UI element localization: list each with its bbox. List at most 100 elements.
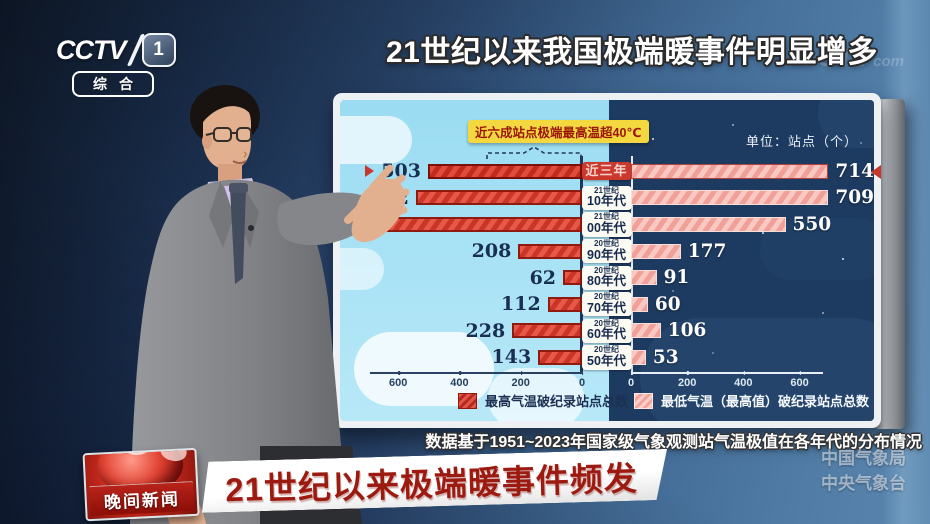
left-bar — [547, 296, 582, 312]
left-bar-value: 62 — [529, 266, 557, 289]
left-bar — [379, 216, 582, 232]
period-badge-cell: 20世纪 80年代 — [581, 265, 632, 290]
legend-right-label: 最低气温（最高值）破纪录站点总数 — [661, 394, 870, 409]
period-badge-cell: 20世纪 50年代 — [581, 345, 632, 370]
night-cloud-shape — [640, 318, 874, 421]
period-badge: 20世纪 70年代 — [581, 292, 632, 317]
period-century: 21世纪 — [594, 185, 619, 195]
right-plot-cell: 60 — [631, 294, 874, 315]
right-bar-value: 550 — [792, 213, 832, 235]
cloud-shape — [340, 116, 412, 164]
axis-tick-label: 600 — [790, 371, 809, 389]
left-plot-cell: 143 — [340, 346, 582, 368]
period-badge-cell: 20世纪 60年代 — [581, 318, 632, 343]
channel-number-badge: 1 — [141, 33, 176, 67]
legend-left-swatch — [458, 392, 477, 409]
dashed-bracket — [486, 146, 582, 159]
chart-row: 21世纪 00年代 550 — [340, 211, 874, 238]
left-axis-baseline — [370, 372, 582, 374]
legend-left: 最高气温破纪录站点总数 — [458, 391, 628, 410]
highlight-arrow-left-icon — [871, 165, 881, 179]
period-century: 20世纪 — [594, 318, 619, 328]
right-bar — [631, 243, 681, 259]
period-badge-cell: 近三年 — [581, 162, 632, 181]
left-bar — [563, 270, 582, 286]
axis-tick-label: 600 — [389, 371, 408, 389]
unit-label: 单位：站点（个） — [745, 134, 858, 149]
left-bar — [512, 323, 582, 339]
globe-land-shape — [158, 447, 189, 465]
right-bar — [631, 216, 786, 232]
right-bar-value: 177 — [687, 240, 727, 262]
channel-logo: CCTV 1 综合 — [56, 33, 176, 97]
chart-row: 112 20世纪 70年代 60 — [340, 291, 874, 318]
period-century: 20世纪 — [594, 345, 619, 355]
left-axis: 600 400 200 0 — [340, 371, 586, 391]
page-title: 21世纪以来我国极端暖事件明显增多 — [386, 36, 878, 69]
chart-row: 503 近三年 714 — [340, 158, 874, 185]
right-bar — [631, 270, 657, 286]
period-century: 20世纪 — [594, 265, 619, 275]
left-bar-value: 143 — [491, 346, 532, 369]
chart-row: 208 20世纪 90年代 177 — [340, 238, 874, 265]
right-bar-value: 106 — [667, 320, 707, 342]
legend-right: 最低气温（最高值）破纪录站点总数 — [634, 391, 869, 410]
period-badge-cell: 21世纪 10年代 — [581, 185, 632, 210]
right-plot-cell: 714 — [631, 161, 874, 182]
chart-row: 228 20世纪 60年代 106 — [340, 318, 874, 345]
period-century: 20世纪 — [594, 239, 619, 249]
axis-tick-label: 400 — [450, 371, 469, 389]
headline-strip: 21世纪以来极端暖事件频发 — [200, 449, 668, 513]
left-bar-value: 208 — [471, 240, 512, 263]
period-badge-cell: 21世纪 00年代 — [581, 212, 632, 237]
left-plot-cell: 112 — [340, 293, 582, 315]
chart-board: 近六成站点极端最高温超40℃ 单位：站点（个） 503 近三年 714 — [333, 93, 907, 430]
program-name: 晚间新闻 — [89, 481, 195, 517]
right-bar-value: 714 — [835, 160, 874, 182]
period-badge-cell: 20世纪 90年代 — [581, 239, 632, 264]
banner-headline: 21世纪以来极端暖事件频发 — [224, 459, 639, 508]
callout-badge: 近六成站点极端最高温超40℃ — [468, 120, 649, 143]
period-badge-cell: 20世纪 70年代 — [581, 292, 632, 317]
axis-tick-label: 0 — [578, 371, 586, 389]
right-plot-cell: 177 — [631, 241, 874, 262]
channel-logo-text: CCTV — [56, 34, 126, 65]
left-bar — [427, 163, 582, 179]
right-bar — [631, 163, 829, 179]
agency-line1: 中国气象局 — [821, 449, 906, 468]
left-zero-axis-line — [580, 156, 583, 374]
news-banner: 晚间新闻 21世纪以来极端暖事件频发 — [82, 436, 668, 522]
right-zero-axis-line — [631, 156, 633, 374]
right-axis-baseline — [631, 372, 823, 374]
board-face: 近六成站点极端最高温超40℃ 单位：站点（个） 503 近三年 714 — [333, 93, 881, 428]
channel-subtitle: 综合 — [72, 71, 154, 97]
period-century: 20世纪 — [594, 292, 619, 302]
program-logo-box: 晚间新闻 — [82, 447, 200, 522]
highlight-arrow-right-icon — [365, 165, 375, 178]
period-label: 10年代 — [587, 194, 626, 209]
right-axis: 0 200 400 600 — [627, 371, 874, 391]
period-label: 80年代 — [587, 274, 626, 289]
agency-watermark: 中国气象局 中央气象台 — [821, 447, 906, 496]
chart-row: 62 20世纪 80年代 91 — [340, 264, 874, 291]
chart-area: 近六成站点极端最高温超40℃ 单位：站点（个） 503 近三年 714 — [340, 100, 874, 421]
period-badge: 20世纪 60年代 — [581, 318, 632, 343]
period-badge: 21世纪 00年代 — [581, 212, 632, 237]
axis-tick-label: 0 — [627, 371, 635, 389]
right-plot-cell: 550 — [631, 214, 874, 235]
period-badge: 20世纪 80年代 — [581, 265, 632, 290]
axis-tick-label: 400 — [734, 371, 753, 389]
right-plot-cell: 91 — [631, 267, 874, 288]
period-label: 60年代 — [587, 327, 626, 342]
right-bar-value: 60 — [654, 293, 681, 315]
right-plot-cell: 709 — [631, 187, 874, 208]
stars-decoration — [340, 100, 342, 102]
left-bar-value: 112 — [501, 293, 541, 316]
right-plot-cell: 106 — [631, 320, 874, 341]
right-bar — [631, 349, 646, 365]
right-bar-value: 91 — [663, 267, 690, 289]
agency-line2: 中央气象台 — [821, 473, 906, 493]
period-label: 近三年 — [585, 163, 628, 179]
axis-tick-label: 200 — [677, 371, 697, 389]
